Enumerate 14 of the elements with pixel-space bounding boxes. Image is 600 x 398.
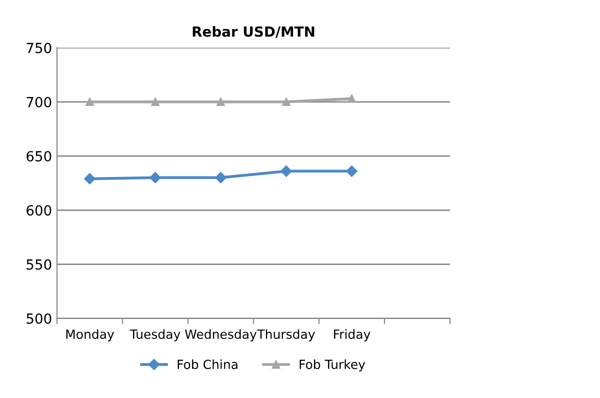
- y-tick-label: 750: [26, 42, 52, 54]
- y-tick-label: 500: [26, 313, 52, 324]
- legend-label: Fob Turkey: [300, 359, 366, 372]
- y-tick-label: 550: [26, 259, 52, 270]
- legend-label: Fob China: [178, 359, 238, 370]
- y-tick-label: 600: [26, 205, 52, 216]
- y-tick-label: 700: [26, 96, 52, 108]
- x-tick-label: Monday: [66, 329, 114, 342]
- chart-title: Rebar USD/MTN: [192, 26, 314, 38]
- x-tick-label: Wednesday: [184, 329, 257, 342]
- x-tick-label: Thursday: [257, 329, 315, 342]
- y-tick-label: 650: [26, 150, 52, 162]
- x-tick-label: Friday: [334, 329, 370, 342]
- x-tick-label: Tuesday: [130, 329, 180, 342]
